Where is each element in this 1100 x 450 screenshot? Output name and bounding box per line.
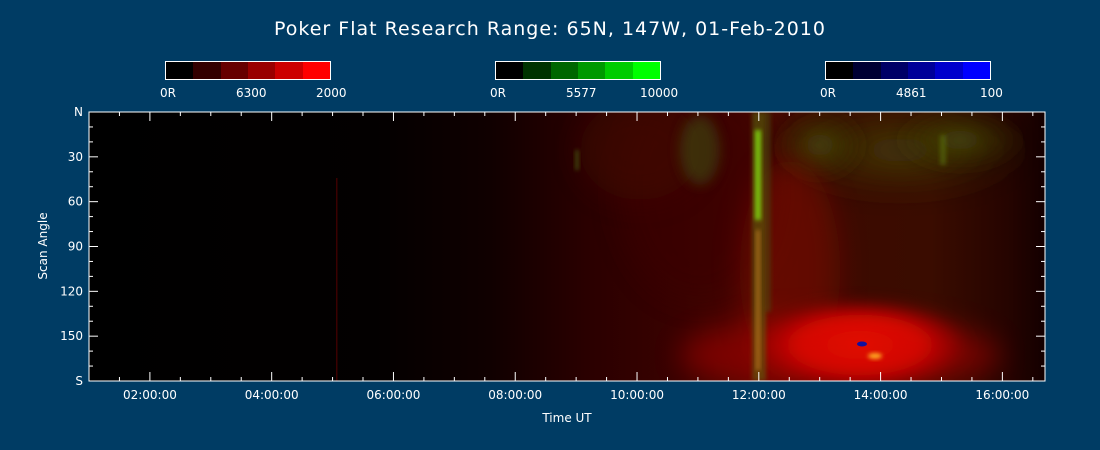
- y-tick-label: 150: [60, 329, 83, 343]
- x-tick-label: 10:00:00: [610, 388, 664, 402]
- swatch-5577-3: [577, 62, 606, 79]
- colorbar-5577: [495, 61, 661, 81]
- swatch-4861-5: [962, 62, 990, 79]
- colorbar-6300-name-label: 6300: [236, 86, 267, 100]
- colorbar-6300-min-label: 0R: [160, 86, 176, 100]
- colorbar-4861: [825, 61, 991, 81]
- swatch-5577-0: [496, 62, 524, 79]
- x-axis-label: Time UT: [541, 411, 592, 425]
- x-tick-label: 04:00:00: [245, 388, 299, 402]
- colorbar-4861-swatches: [825, 61, 991, 80]
- x-tick-label: 16:00:00: [975, 388, 1029, 402]
- colorbar-5577-max-label: 10000: [640, 86, 679, 100]
- swatch-4861-4: [935, 62, 963, 79]
- y-tick-label: N: [74, 105, 83, 119]
- y-tick-label: 60: [68, 195, 83, 209]
- swatch-4861-2: [880, 62, 908, 79]
- swatch-6300-2: [220, 62, 248, 79]
- colorbar-4861-max-label: 100: [980, 86, 1003, 100]
- colorbar-5577-swatches: [495, 61, 661, 80]
- x-axis: 02:00:00 04:00:00 06:00:00 08:00:00 10:00:00…: [88, 112, 1034, 402]
- swatch-6300-3: [247, 62, 276, 79]
- swatch-5577-2: [550, 62, 578, 79]
- x-tick-label: 06:00:00: [367, 388, 421, 402]
- y-tick-label: 120: [60, 284, 83, 298]
- swatch-4861-1: [853, 62, 881, 79]
- colorbar-6300-max-label: 2000: [316, 86, 347, 100]
- swatch-5577-4: [605, 62, 633, 79]
- x-tick-label: 14:00:00: [854, 388, 908, 402]
- x-tick-label: 02:00:00: [123, 388, 177, 402]
- colorbar-5577-name-label: 5577: [566, 86, 597, 100]
- swatch-6300-4: [275, 62, 303, 79]
- colorbar-4861-name-label: 4861: [896, 86, 927, 100]
- y-tick-label: 90: [68, 240, 83, 254]
- swatch-6300-1: [193, 62, 221, 79]
- x-tick-label: 08:00:00: [488, 388, 542, 402]
- colorbar-5577-min-label: 0R: [490, 86, 506, 100]
- swatch-4861-0: [826, 62, 854, 79]
- colorbar-6300-swatches: [165, 61, 331, 80]
- plot-area-image: [89, 112, 1045, 381]
- y-axis-label: Scan Angle: [36, 212, 50, 279]
- swatch-6300-0: [166, 62, 194, 79]
- colorbar-6300: [165, 61, 331, 81]
- y-tick-label: 30: [68, 150, 83, 164]
- swatch-5577-1: [523, 62, 551, 79]
- swatch-5577-5: [632, 62, 660, 79]
- y-tick-label: S: [75, 374, 83, 388]
- x-tick-label: 12:00:00: [732, 388, 786, 402]
- chart-title: Poker Flat Research Range: 65N, 147W, 01…: [274, 18, 826, 40]
- swatch-6300-5: [302, 62, 330, 79]
- y-axis: N 30 60 90 120 150 S: [60, 105, 1045, 388]
- colorbar-4861-min-label: 0R: [820, 86, 836, 100]
- swatch-4861-3: [907, 62, 936, 79]
